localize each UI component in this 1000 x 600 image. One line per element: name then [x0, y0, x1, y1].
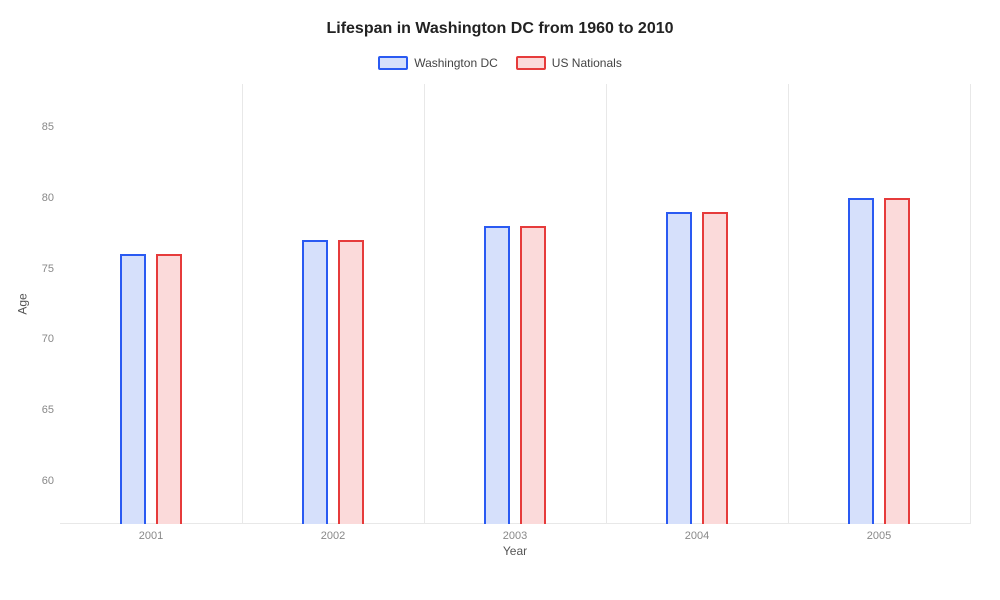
bar-us-nationals [156, 254, 182, 524]
legend-item-us-nationals: US Nationals [516, 56, 622, 70]
legend-item-washington-dc: Washington DC [378, 56, 498, 70]
y-axis-label: Age [16, 293, 30, 314]
y-tick-label: 85 [30, 121, 54, 133]
legend: Washington DC US Nationals [0, 56, 1000, 84]
bar-washington-dc [666, 212, 692, 524]
legend-swatch-0 [378, 56, 408, 70]
legend-label-0: Washington DC [414, 56, 498, 70]
y-tick-label: 70 [30, 333, 54, 345]
bar-us-nationals [884, 198, 910, 524]
legend-swatch-1 [516, 56, 546, 70]
bar-washington-dc [484, 226, 510, 524]
gridline-v [970, 84, 971, 524]
x-tick-label: 2005 [867, 530, 891, 542]
y-tick-label: 60 [30, 475, 54, 487]
gridline-v [424, 84, 425, 524]
legend-label-1: US Nationals [552, 56, 622, 70]
x-tick-label: 2003 [503, 530, 527, 542]
plot-area: Age Year 6065707580852001200220032004200… [60, 84, 970, 524]
gridline-v [242, 84, 243, 524]
bar-washington-dc [120, 254, 146, 524]
chart-title: Lifespan in Washington DC from 1960 to 2… [0, 0, 1000, 56]
baseline [60, 523, 970, 524]
plot-canvas: 60657075808520012002200320042005 [60, 84, 970, 524]
bar-washington-dc [848, 198, 874, 524]
bar-us-nationals [702, 212, 728, 524]
y-tick-label: 75 [30, 263, 54, 275]
bar-washington-dc [302, 240, 328, 524]
bar-us-nationals [520, 226, 546, 524]
gridline-v [788, 84, 789, 524]
gridline-v [606, 84, 607, 524]
x-tick-label: 2002 [321, 530, 345, 542]
y-tick-label: 80 [30, 192, 54, 204]
x-tick-label: 2001 [139, 530, 163, 542]
x-axis-label: Year [503, 544, 527, 558]
y-tick-label: 65 [30, 404, 54, 416]
x-tick-label: 2004 [685, 530, 709, 542]
bar-us-nationals [338, 240, 364, 524]
